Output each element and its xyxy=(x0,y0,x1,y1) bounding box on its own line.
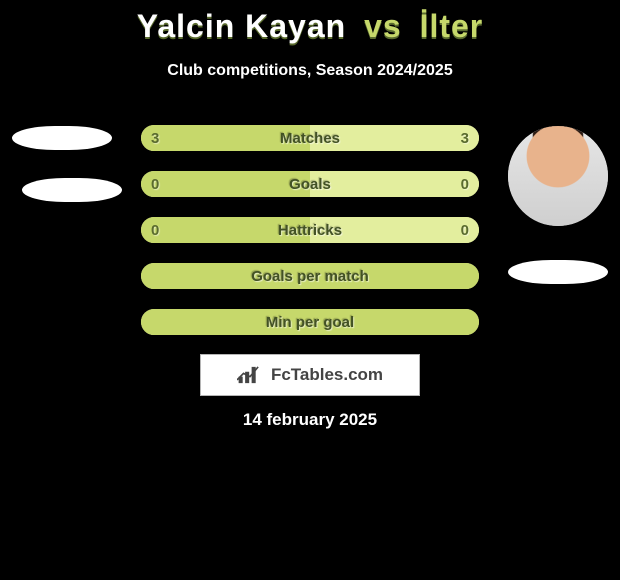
stat-value-right: 3 xyxy=(461,125,469,151)
stat-bars: Matches33Goals00Hattricks00Goals per mat… xyxy=(140,124,480,354)
player1-avatar-placeholder xyxy=(12,126,112,150)
stat-label: Matches xyxy=(141,125,479,151)
stat-label: Hattricks xyxy=(141,217,479,243)
stat-value-left: 0 xyxy=(151,217,159,243)
stat-bar-hattricks: Hattricks0 0 xyxy=(140,216,480,244)
stat-value-right: 0 xyxy=(461,217,469,243)
stat-bar-matches: Matches3 3 xyxy=(140,124,480,152)
subtitle: Club competitions, Season 2024/2025 xyxy=(0,62,620,80)
stat-value-right: 0 xyxy=(461,171,469,197)
stat-label: Goals per match xyxy=(141,263,479,289)
stat-bar-goals: Goals0 0 xyxy=(140,170,480,198)
stat-value-left: 0 xyxy=(151,171,159,197)
stat-bar-min-per-goal: Min per goal xyxy=(140,308,480,336)
bar-chart-icon xyxy=(237,365,263,385)
brand-box[interactable]: FcTables.com xyxy=(200,354,420,396)
stat-value-left: 3 xyxy=(151,125,159,151)
stat-bar-goals-per-match: Goals per match xyxy=(140,262,480,290)
player-face-icon xyxy=(508,126,608,226)
stat-label: Min per goal xyxy=(141,309,479,335)
player1-avatar-placeholder-2 xyxy=(22,178,122,202)
stat-label: Goals xyxy=(141,171,479,197)
player2-avatar xyxy=(508,126,608,226)
vs-text: vs xyxy=(364,8,402,44)
player2-shadow-blob xyxy=(508,260,608,284)
comparison-title: Yalcin Kayan vs İlter xyxy=(0,8,620,45)
player2-name: İlter xyxy=(420,8,484,44)
brand-text: FcTables.com xyxy=(271,365,383,385)
player1-name: Yalcin Kayan xyxy=(137,8,346,44)
date-text: 14 february 2025 xyxy=(0,410,620,430)
